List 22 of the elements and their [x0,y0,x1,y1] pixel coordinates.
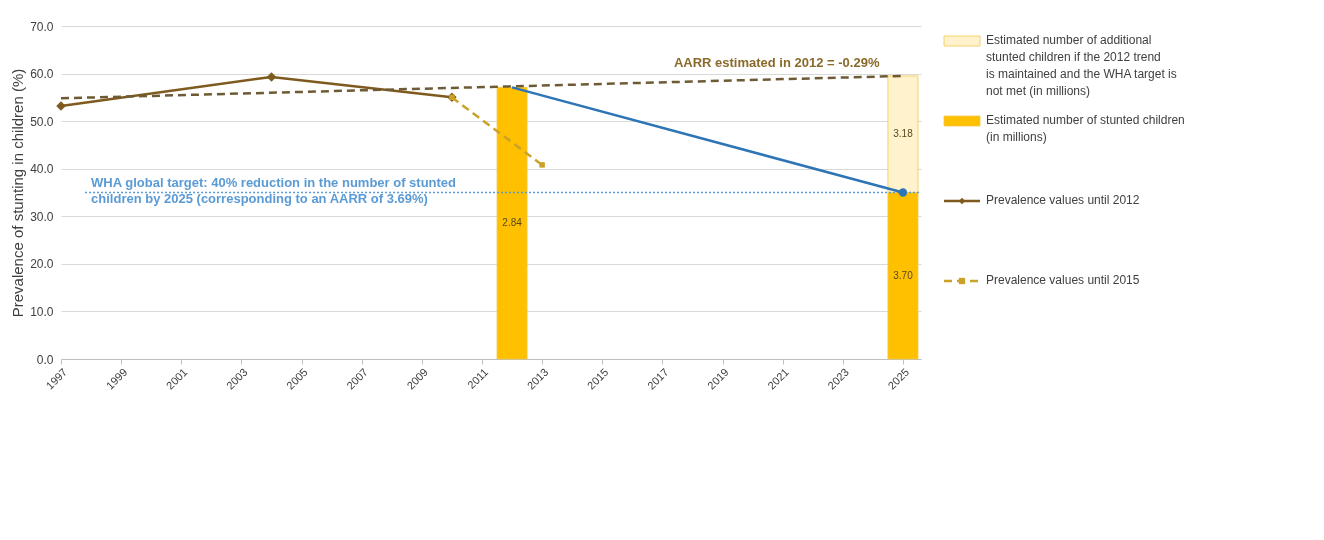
y-tick-label: 40.0 [30,162,54,177]
annotation: 2.84 [502,217,523,229]
y-tick-label: 30.0 [30,209,54,224]
bar [496,86,528,360]
annotation: AARR estimated in 2012 = -0.29% [673,54,880,70]
y-tick-label: 50.0 [30,114,54,129]
point [539,162,545,168]
annotation: WHA global target: 40% reduction in the number of stunted children by 2025 (corresponding to an AARR of 3.69%) [91,174,457,206]
point [898,188,908,197]
legend-label: Prevalence values until 2015 [986,273,1140,287]
y-tick-label: 20.0 [30,257,54,272]
annotation: 3.70 [893,269,914,281]
y-tick-label: 10.0 [30,304,54,319]
annotation: 3.18 [893,128,914,140]
legend-label: Estimated number of stunted children (in millions) [986,113,1185,144]
y-axis-title: Prevalence of stunting in children (%) [9,68,27,318]
y-tick-label: 60.0 [30,67,54,82]
legend-label: Prevalence values until 2012 [986,193,1140,207]
legend-label: Estimated number of additional stunted children if the 2012 trend is maintained and the WHA target is not met (in millions) [986,33,1177,98]
y-tick-label: 70.0 [30,19,54,34]
point [266,72,277,82]
y-tick-label: 0.0 [36,352,54,367]
